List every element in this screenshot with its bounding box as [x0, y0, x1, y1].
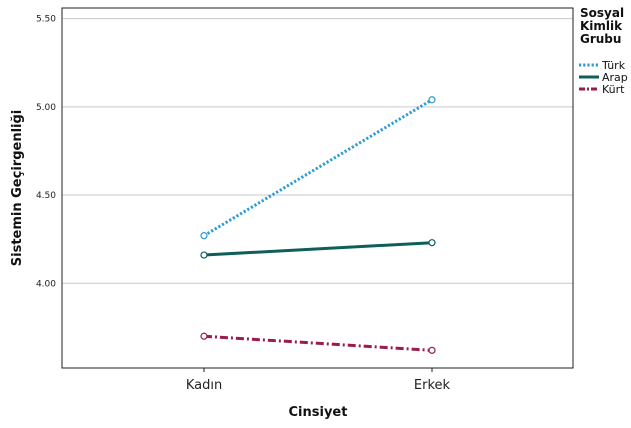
- data-point: [200, 232, 208, 240]
- series-line: [203, 241, 433, 257]
- legend-title: Sosyal: [580, 6, 624, 20]
- y-tick-label: 4.50: [36, 191, 56, 201]
- data-point: [428, 346, 436, 354]
- x-tick-label: Erkek: [414, 378, 451, 393]
- series-k-rt: [200, 332, 436, 354]
- x-axis-title: Cinsiyet: [289, 405, 348, 420]
- y-tick-labels: 4.00 4.50 5.00 5.50: [36, 15, 56, 290]
- series-t-rk: [200, 96, 436, 240]
- data-point: [200, 332, 208, 340]
- y-axis-title: Sistemin Geçirgenliği: [10, 110, 25, 266]
- legend-label: Türk: [601, 59, 626, 72]
- legend-title: Grubu: [580, 32, 621, 46]
- y-tick-label: 4.00: [36, 279, 56, 289]
- legend-label: Arap: [602, 71, 628, 84]
- x-tick-labels: Kadın Erkek: [186, 368, 451, 393]
- plot-frame: [61, 7, 574, 369]
- x-tick-label: Kadın: [186, 378, 222, 393]
- data-point: [428, 239, 436, 247]
- series-line: [203, 98, 433, 237]
- series-arap: [200, 239, 436, 259]
- y-tick-label: 5.00: [36, 103, 56, 113]
- legend-label: Kürt: [602, 83, 625, 96]
- series-lines: [200, 96, 436, 354]
- data-point: [200, 251, 208, 259]
- data-point: [428, 96, 436, 104]
- legend-title: Kimlik: [580, 19, 623, 33]
- gridlines: [62, 18, 573, 284]
- series-line: [203, 334, 433, 352]
- y-tick-label: 5.50: [36, 15, 56, 25]
